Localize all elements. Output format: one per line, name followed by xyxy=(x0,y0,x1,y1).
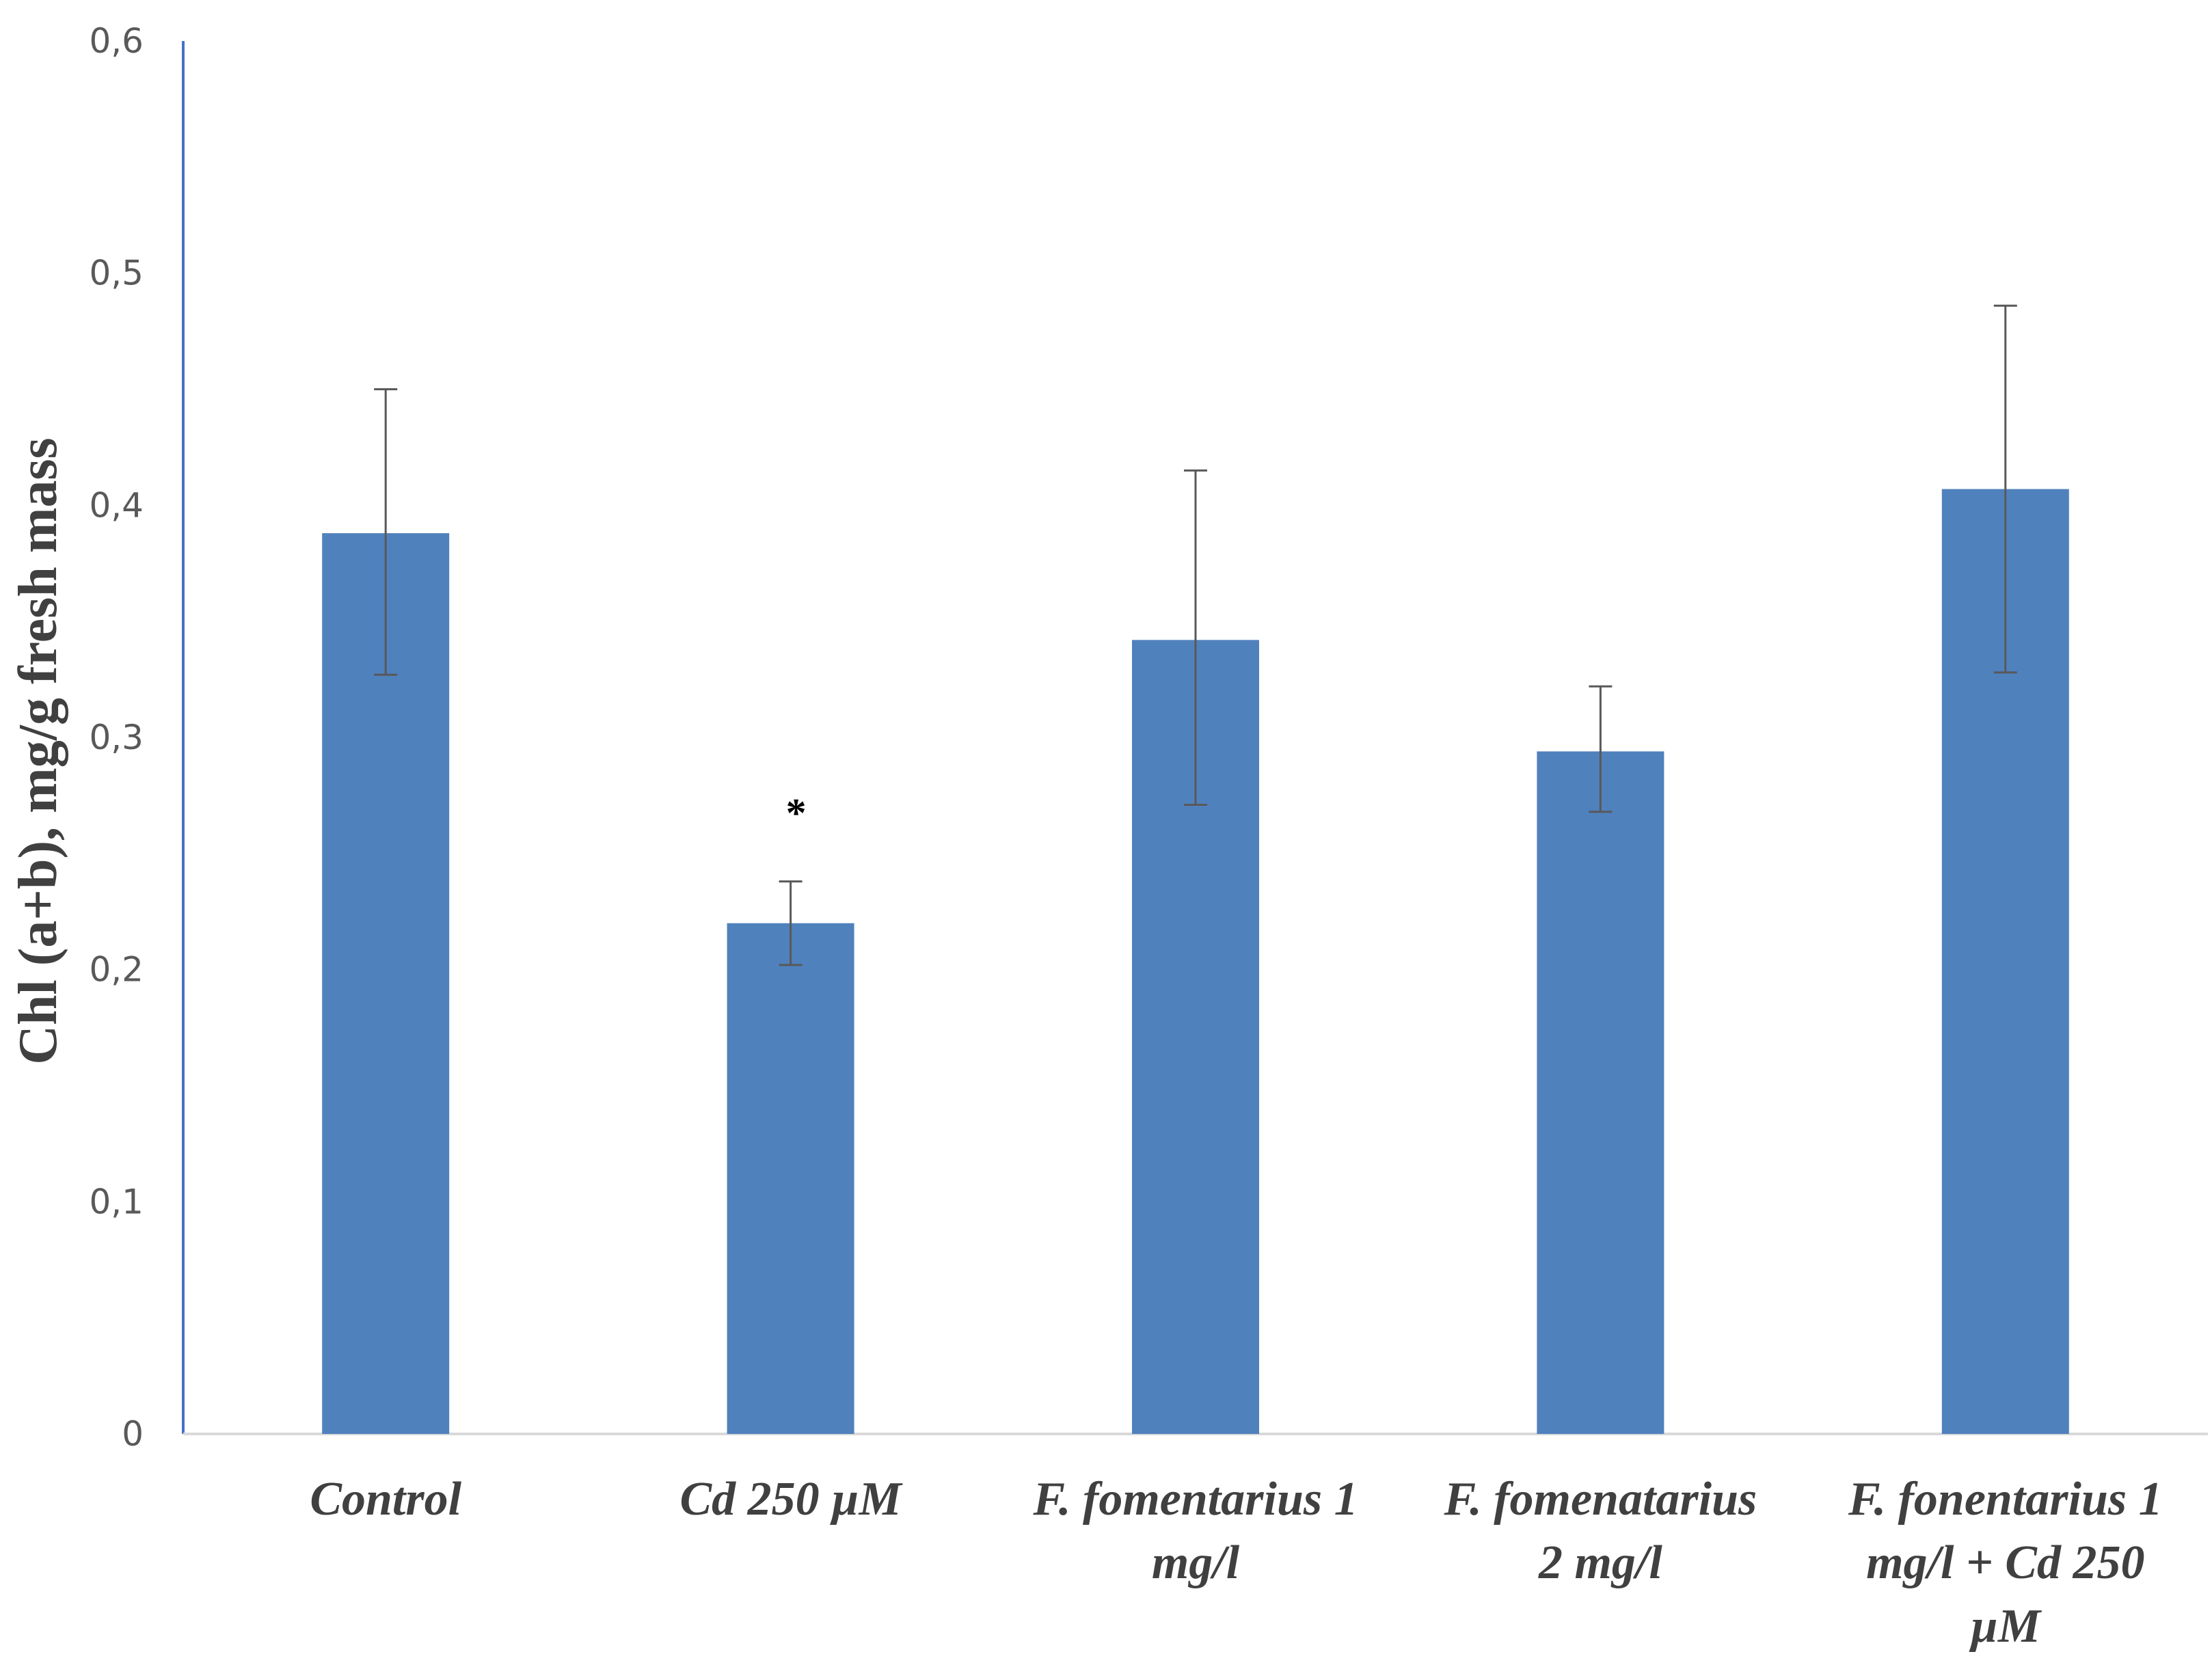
y-axis-title: Chl (a+b), mg/g fresh mass xyxy=(8,437,68,1064)
bar xyxy=(322,533,450,1435)
x-category-label: Control xyxy=(310,1473,461,1526)
x-category-label: F. fomentarius 1 mg/l xyxy=(1032,1473,1358,1589)
bars-layer xyxy=(322,489,2069,1435)
x-category-label: Cd 250 µM xyxy=(679,1473,903,1526)
y-tick-label: 0,3 xyxy=(89,718,144,757)
x-category-label: F. fomenatarius 2 mg/l xyxy=(1444,1473,1757,1589)
bar xyxy=(727,923,854,1434)
y-tick-label: 0,1 xyxy=(89,1182,144,1221)
bar xyxy=(1537,751,1664,1434)
y-tick-label: 0 xyxy=(122,1414,144,1454)
labels-layer: 0 0,1 0,2 0,3 0,4 0,5 0,6 Chl (a+b), mg/g fresh… xyxy=(8,21,2163,1653)
significance-marker: * xyxy=(786,791,807,836)
y-tick-label: 0,5 xyxy=(89,254,144,293)
error-bars-layer xyxy=(374,304,2017,966)
y-tick-label: 0,4 xyxy=(89,485,144,525)
y-tick-label: 0,2 xyxy=(89,950,144,990)
y-tick-label: 0,6 xyxy=(89,21,144,61)
x-category-label: F. fonentarius 1 mg/l + Cd 250 µM xyxy=(1848,1473,2163,1653)
